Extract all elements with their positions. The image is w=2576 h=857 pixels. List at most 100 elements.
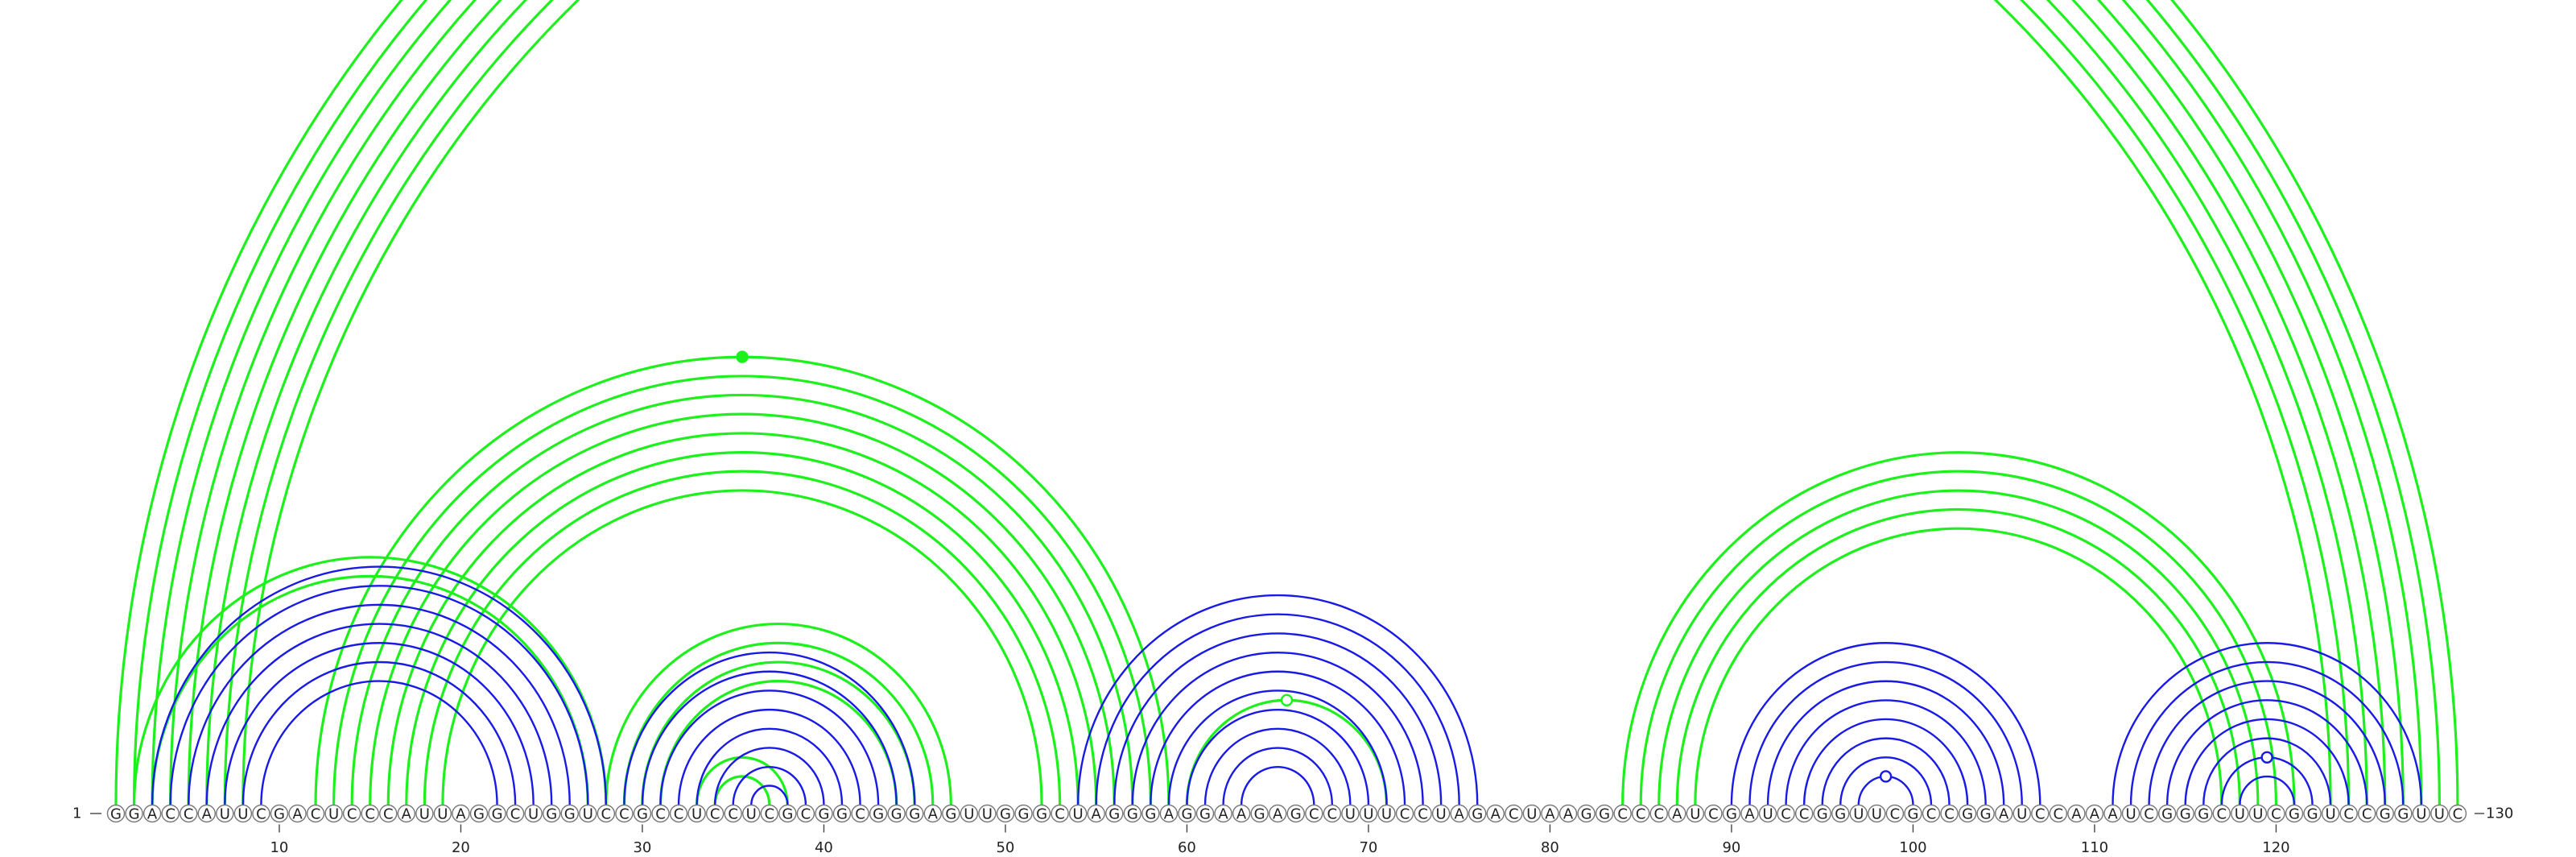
- arc-blue-91-106: [1748, 660, 2023, 805]
- nucleotide-letter: U: [237, 806, 248, 823]
- arc-green-29-46: [622, 641, 935, 805]
- arc-blue-59-71: [1167, 689, 1388, 805]
- nucleotide: A: [288, 804, 307, 823]
- nucleotide-circle: [633, 804, 652, 823]
- nucleotide: G: [1976, 804, 1995, 823]
- nucleotide-circle: [1813, 804, 1831, 823]
- nucleotide: C: [1704, 804, 1723, 823]
- nucleotide-letter: G: [1254, 806, 1265, 823]
- arc-blue-111-128: [2112, 642, 2423, 805]
- nucleotide: C: [1051, 804, 1069, 823]
- nucleotide-letter: G: [546, 806, 557, 823]
- nucleotide-circle: [1940, 804, 1959, 823]
- arc-blue-8-23: [242, 660, 517, 805]
- nucleotide-circle: [2140, 804, 2158, 823]
- nucleotide-letter: C: [1781, 806, 1791, 823]
- nucleotide-circle: [142, 804, 162, 823]
- nucleotide-letter: C: [801, 806, 811, 823]
- nucleotide: A: [923, 804, 942, 823]
- nucleotide: C: [2267, 804, 2285, 823]
- nucleotide-circle: [506, 804, 525, 823]
- nucleotide-circle: [106, 804, 126, 823]
- nucleotide: A: [1994, 804, 2013, 823]
- nucleotide: A: [1159, 804, 1179, 823]
- nucleotide-circle: [306, 804, 325, 823]
- nucleotide-circle: [2357, 804, 2376, 823]
- nucleotide-letter: G: [1962, 806, 1973, 823]
- nucleotide-circle: [2231, 804, 2249, 823]
- nucleotide: G: [1468, 804, 1487, 823]
- tick-label: 90: [1722, 839, 1740, 856]
- nucleotide-circle: [1250, 804, 1269, 823]
- nucleotide: C: [342, 804, 361, 823]
- nucleotide: G: [2303, 804, 2322, 823]
- arc-blue-36-38: [750, 785, 789, 805]
- nucleotide-letter: U: [528, 806, 539, 823]
- nucleotide-circle: [2285, 804, 2304, 823]
- arc-blue-60-70: [1186, 708, 1370, 805]
- nucleotide-letter: C: [1418, 806, 1428, 823]
- nucleotide-circle: [1994, 804, 2013, 823]
- nucleotide: C: [361, 804, 379, 823]
- nucleotide-circle: [1032, 804, 1051, 823]
- nucleotide-letter: U: [2125, 806, 2136, 823]
- nucleotide-letter: A: [202, 806, 213, 823]
- arc-green-2-28: [132, 556, 608, 805]
- arc-blue-3-28: [151, 565, 608, 805]
- nucleotide-circle: [2085, 804, 2104, 823]
- arc-green-87-118: [1675, 507, 2241, 805]
- nucleotide-circle: [1268, 804, 1287, 823]
- nucleotide-circle: [1468, 804, 1487, 823]
- nucleotide-circle: [2049, 804, 2068, 823]
- nucleotide-circle: [1105, 804, 1124, 823]
- nucleotide: U: [2121, 804, 2140, 823]
- nucleotide-letter: G: [1036, 806, 1047, 823]
- nucleotide-circle: [1505, 804, 1523, 823]
- arc-blue-114-125: [2165, 699, 2368, 805]
- nucleotide: G: [778, 804, 797, 823]
- nucleotide: U: [1686, 804, 1705, 823]
- nucleotide-circle: [832, 804, 852, 823]
- nucleotide: G: [106, 804, 126, 823]
- nucleotide-letter: G: [2289, 806, 2300, 823]
- nucleotide-circle: [942, 804, 960, 823]
- tick-label: 40: [815, 839, 833, 856]
- nucleotide-letter: C: [1327, 806, 1338, 823]
- nucleotide-circle: [288, 804, 307, 823]
- arc-blue-62-68: [1222, 747, 1334, 805]
- nucleotide-circle: [1377, 804, 1396, 823]
- nucleotide: C: [724, 804, 742, 823]
- nucleotide-circle: [361, 804, 379, 823]
- nucleotide-circle: [2248, 804, 2268, 823]
- nucleotide-circle: [2194, 804, 2213, 823]
- nucleotide-letter: G: [1472, 806, 1483, 823]
- nucleotide-letter: C: [311, 806, 321, 823]
- nucleotide-letter: U: [964, 806, 974, 823]
- nucleotide: C: [615, 804, 634, 823]
- arc-green-34-37: [713, 775, 771, 805]
- nucleotide: C: [1649, 804, 1668, 823]
- nucleotide-circle: [669, 804, 688, 823]
- nucleotide-circle: [1558, 804, 1578, 823]
- nucleotide: C: [796, 804, 815, 823]
- nucleotide-letter: U: [220, 806, 230, 823]
- nucleotide-circle: [1849, 804, 1868, 823]
- nucleotide-circle: [1613, 804, 1632, 823]
- nucleotide: C: [1395, 804, 1414, 823]
- nucleotide-circle: [1431, 804, 1451, 823]
- nucleotide-letter: U: [1762, 806, 1773, 823]
- nucleotide: U: [2430, 804, 2449, 823]
- nucleotide: G: [1178, 804, 1196, 823]
- nucleotide: C: [506, 804, 525, 823]
- nucleotide-circle: [1014, 804, 1033, 823]
- nucleotide-circle: [1740, 804, 1759, 823]
- nucleotide-letter: G: [1127, 806, 1138, 823]
- nucleotide-letter: A: [1672, 806, 1682, 823]
- arc-marker-open: [1280, 693, 1294, 706]
- nucleotide-letter: U: [1381, 806, 1392, 823]
- nucleotide-circle: [2121, 804, 2140, 823]
- nucleotide: C: [1940, 804, 1959, 823]
- nucleotide-letter: A: [1164, 806, 1174, 823]
- nucleotide-circle: [996, 804, 1015, 823]
